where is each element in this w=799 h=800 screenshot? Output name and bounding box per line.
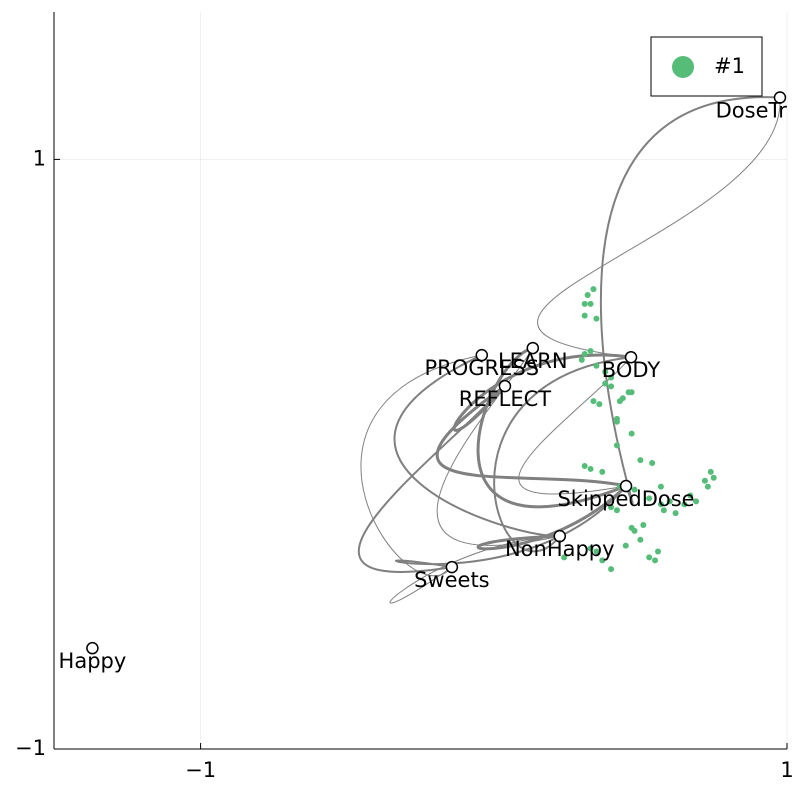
point (581, 462, 588, 469)
edge (389, 535, 560, 604)
point (613, 418, 620, 425)
point (628, 430, 635, 437)
point (599, 468, 606, 475)
point (599, 557, 606, 564)
edge (452, 353, 632, 432)
point (657, 501, 664, 508)
point (660, 507, 667, 514)
point (681, 501, 688, 508)
edge (435, 384, 627, 488)
point (631, 527, 638, 534)
point (587, 300, 594, 307)
edge (537, 97, 781, 358)
edge (436, 347, 560, 546)
node-label: SkippedDose (557, 487, 694, 511)
point (622, 542, 629, 549)
y-tick-label: −1 (15, 736, 46, 760)
point (596, 401, 603, 408)
node-label: PROGRESS (424, 356, 539, 380)
point (646, 495, 653, 502)
legend-label: #1 (714, 54, 745, 78)
edge (493, 356, 632, 553)
node (553, 529, 567, 543)
edge (599, 96, 781, 505)
edge (394, 485, 627, 569)
point (649, 460, 656, 467)
point (608, 374, 615, 381)
legend: #1 (650, 36, 763, 97)
point (672, 510, 679, 517)
point (593, 548, 600, 555)
point (602, 368, 609, 375)
point (613, 507, 620, 514)
node (773, 91, 787, 104)
point (693, 498, 700, 505)
point (637, 457, 644, 464)
point (640, 521, 647, 528)
point (593, 315, 600, 322)
node (86, 641, 99, 655)
node-label: NonHappy (505, 537, 615, 561)
edge (393, 354, 560, 538)
node-label: Sweets (414, 568, 490, 592)
legend-marker (672, 56, 694, 78)
node (498, 379, 512, 393)
node (619, 479, 633, 493)
point (704, 483, 711, 490)
point (561, 554, 568, 561)
node-label: LEARN (498, 349, 568, 373)
point (578, 356, 585, 363)
point (590, 286, 597, 293)
legend-box (650, 36, 763, 97)
point (657, 483, 664, 490)
node (445, 560, 459, 574)
point (654, 548, 661, 555)
point (608, 383, 615, 390)
point (581, 312, 588, 319)
point (608, 504, 615, 511)
point (587, 545, 594, 552)
grid (54, 12, 788, 750)
point (701, 477, 708, 484)
point (666, 498, 673, 505)
point (587, 348, 594, 355)
point (584, 292, 591, 299)
x-tick-label: 1 (780, 758, 793, 782)
node-label: BODY (602, 358, 661, 382)
node (624, 350, 638, 364)
point (613, 442, 620, 449)
point (707, 468, 714, 475)
point (608, 566, 615, 573)
node-label: DoseTracker (716, 98, 799, 122)
node (475, 348, 489, 362)
point (590, 398, 597, 405)
point (616, 398, 623, 405)
point (652, 557, 659, 564)
node (526, 341, 540, 355)
point (581, 350, 588, 357)
point (628, 389, 635, 396)
point (581, 300, 588, 307)
point (646, 554, 653, 561)
y-tick-label: 1 (33, 146, 46, 170)
point (710, 474, 717, 481)
edge (476, 346, 627, 509)
point (637, 536, 644, 543)
node-label: REFLECT (459, 387, 552, 411)
x-tick-label: −1 (185, 758, 216, 782)
point (687, 492, 694, 499)
axes: −1 1 −1 1 (15, 146, 794, 782)
edge (360, 354, 482, 577)
point (593, 362, 600, 369)
point (631, 486, 638, 493)
node-label: Happy (59, 649, 127, 673)
point (602, 380, 609, 387)
point (587, 465, 594, 472)
